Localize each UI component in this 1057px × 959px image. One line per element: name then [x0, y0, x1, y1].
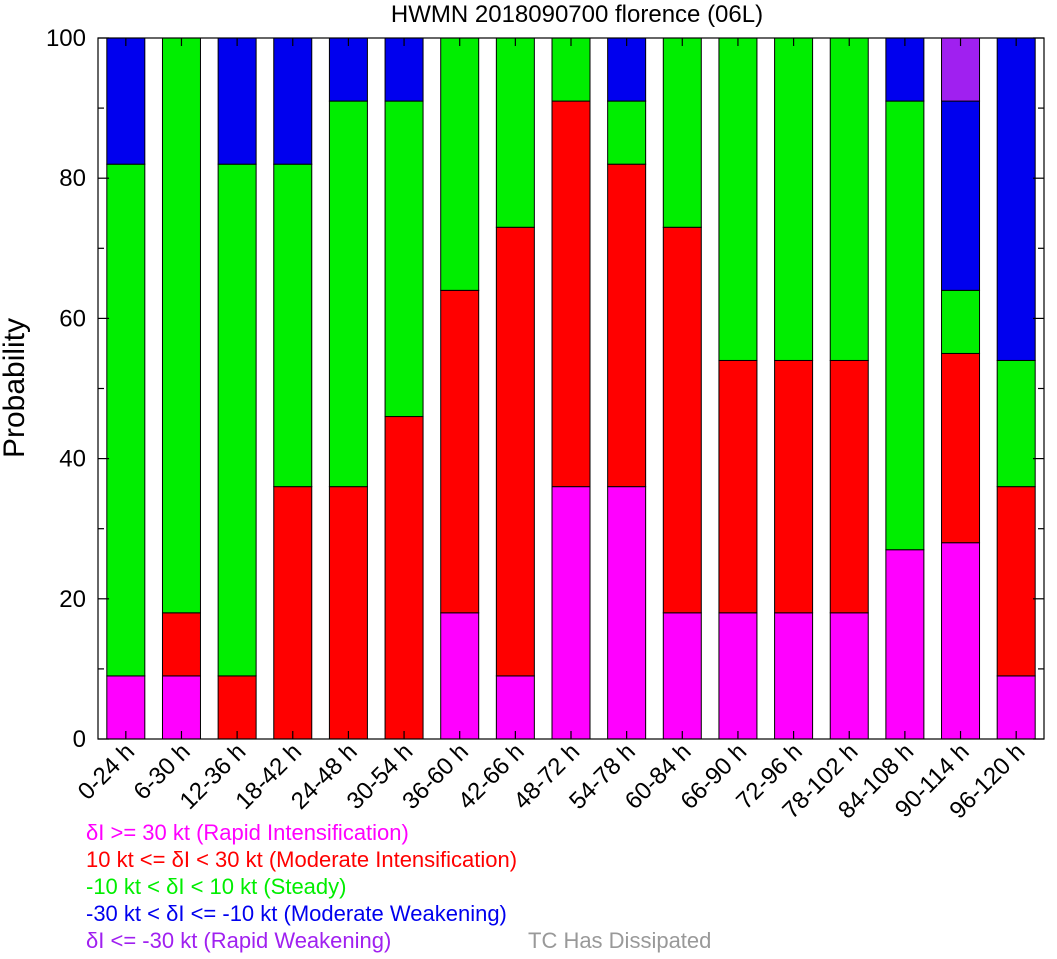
- bar-segment-2-4: [328, 100, 368, 488]
- bar-segment-2-1: [161, 37, 201, 614]
- bar-segment-1-8: [551, 100, 591, 488]
- bar-segment-2-5: [384, 100, 424, 418]
- legend-item-moderate-weakening: -30 kt < δI <= -10 kt (Moderate Weakenin…: [86, 901, 507, 926]
- y-tick-label: 100: [46, 25, 86, 52]
- y-tick-label: 20: [59, 586, 86, 613]
- bar-segment-3-2: [217, 37, 257, 165]
- bar-segment-1-11: [718, 359, 758, 614]
- y-tick-label: 80: [59, 165, 86, 192]
- bar-segment-1-13: [829, 359, 869, 614]
- y-tick-label: 60: [59, 305, 86, 332]
- y-tick-label: 40: [59, 446, 86, 473]
- bar-segment-2-16: [996, 359, 1036, 488]
- bar-segment-0-10: [662, 612, 702, 740]
- bar-segment-1-1: [161, 612, 201, 677]
- bar-segment-1-16: [996, 486, 1036, 677]
- bar-segment-1-10: [662, 226, 702, 614]
- legend-item-steady: -10 kt < δI < 10 kt (Steady): [86, 874, 347, 899]
- legend-item-rapid-weakening: δI <= -30 kt (Rapid Weakening): [86, 928, 392, 953]
- bars-group: [106, 37, 1036, 740]
- y-tick-label: 0: [73, 726, 86, 753]
- legend-item-moderate-intensification: 10 kt <= δI < 30 kt (Moderate Intensific…: [86, 847, 518, 872]
- bar-segment-1-15: [941, 352, 981, 544]
- bar-segment-3-14: [885, 37, 925, 102]
- bar-segment-1-9: [607, 163, 647, 488]
- bar-segment-2-12: [774, 37, 814, 361]
- bar-segment-0-6: [440, 612, 480, 740]
- bar-segment-0-9: [607, 486, 647, 740]
- bar-segment-1-5: [384, 416, 424, 740]
- bar-segment-2-7: [495, 37, 535, 228]
- bar-segment-3-0: [106, 37, 146, 165]
- legend-item-rapid-intensification: δI >= 30 kt (Rapid Intensification): [86, 820, 409, 845]
- bar-segment-0-1: [161, 675, 201, 740]
- bar-segment-2-15: [941, 289, 981, 354]
- bar-segment-0-7: [495, 675, 535, 740]
- bar-segment-3-5: [384, 37, 424, 102]
- bar-segment-0-11: [718, 612, 758, 740]
- bar-segment-2-8: [551, 37, 591, 102]
- bar-segment-2-3: [273, 163, 313, 488]
- legend-item-tc-dissipated: TC Has Dissipated: [528, 928, 712, 953]
- bar-segment-2-10: [662, 37, 702, 228]
- bar-segment-3-3: [273, 37, 313, 165]
- bar-segment-0-12: [774, 612, 814, 740]
- bar-segment-2-9: [607, 100, 647, 165]
- bar-segment-0-14: [885, 549, 925, 740]
- bar-segment-1-4: [328, 486, 368, 740]
- y-axis-label: Probability: [0, 318, 31, 458]
- bar-segment-1-7: [495, 226, 535, 677]
- bar-segment-2-13: [829, 37, 869, 361]
- bar-segment-2-14: [885, 100, 925, 551]
- bar-segment-0-8: [551, 486, 591, 740]
- bar-segment-4-15: [941, 37, 981, 102]
- bar-segment-2-11: [718, 37, 758, 361]
- bar-segment-0-15: [941, 542, 981, 740]
- bar-segment-1-6: [440, 289, 480, 614]
- bar-segment-3-4: [328, 37, 368, 102]
- bar-segment-3-16: [996, 37, 1036, 361]
- bar-segment-1-2: [217, 675, 257, 740]
- bar-segment-0-16: [996, 675, 1036, 740]
- bar-segment-2-2: [217, 163, 257, 677]
- bar-segment-1-12: [774, 359, 814, 614]
- chart-title: HWMN 2018090700 florence (06L): [391, 1, 763, 28]
- bar-segment-2-0: [106, 163, 146, 677]
- bar-segment-3-15: [941, 100, 981, 291]
- bar-segment-2-6: [440, 37, 480, 291]
- bar-segment-0-0: [106, 675, 146, 740]
- bar-segment-1-3: [273, 486, 313, 740]
- bar-segment-0-13: [829, 612, 869, 740]
- bar-segment-3-9: [607, 37, 647, 102]
